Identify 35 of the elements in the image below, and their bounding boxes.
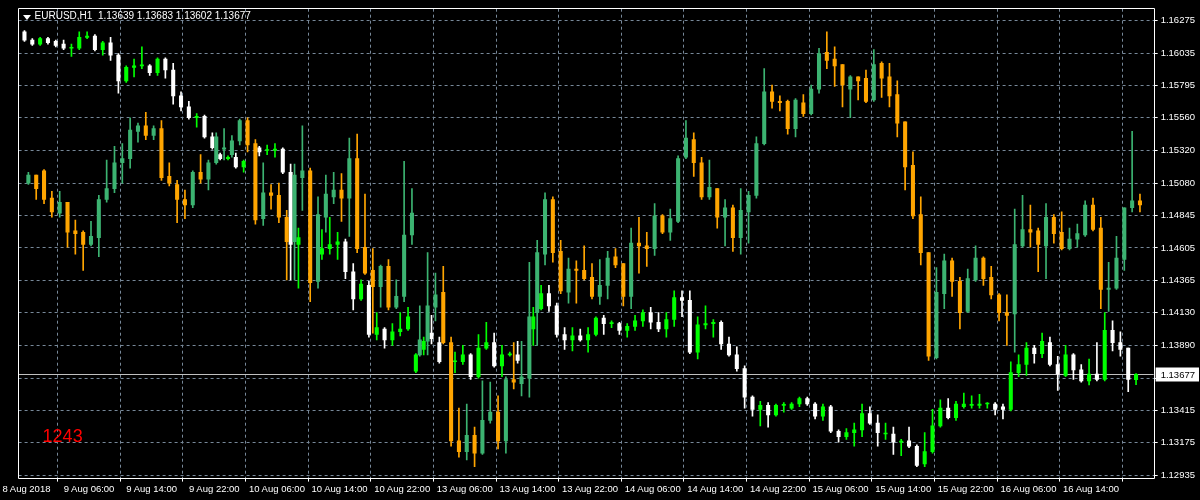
- y-tick-label: 1.13175: [1160, 436, 1195, 448]
- x-tick-label: 10 Aug 06:00: [248, 482, 305, 494]
- y-tick-label: 1.13890: [1160, 339, 1195, 351]
- y-tick-label: 1.14130: [1160, 306, 1195, 318]
- y-tick-label: 1.15795: [1160, 79, 1195, 91]
- y-tick-label: 1.15320: [1160, 144, 1195, 156]
- x-tick-label: 10 Aug 14:00: [311, 482, 368, 494]
- y-tick-label: 1.15080: [1160, 176, 1195, 188]
- x-tick-label: 8 Aug 2018: [2, 482, 51, 494]
- x-tick-label: 13 Aug 14:00: [499, 482, 556, 494]
- annotation: 1243: [42, 425, 83, 446]
- x-tick-label: 13 Aug 06:00: [436, 482, 493, 494]
- y-tick-label: 1.16275: [1160, 13, 1195, 25]
- x-tick-label: 14 Aug 06:00: [624, 482, 681, 494]
- y-tick-label: 1.16035: [1160, 46, 1195, 58]
- x-tick-label: 9 Aug 06:00: [63, 482, 115, 494]
- x-tick-label: 16 Aug 06:00: [1000, 482, 1057, 494]
- x-tick-label: 13 Aug 22:00: [562, 482, 619, 494]
- x-tick-label: 14 Aug 22:00: [749, 482, 806, 494]
- x-tick-label: 9 Aug 22:00: [188, 482, 240, 494]
- ref-line-label: 1.13677: [1160, 368, 1195, 380]
- x-tick-label: 9 Aug 14:00: [126, 482, 178, 494]
- y-tick-label: 1.12935: [1160, 469, 1195, 481]
- y-tick-label: 1.14605: [1160, 241, 1195, 253]
- x-tick-label: 16 Aug 14:00: [1063, 482, 1120, 494]
- y-tick-label: 1.15560: [1160, 111, 1195, 123]
- y-tick-label: 1.13415: [1160, 403, 1195, 415]
- x-tick-label: 10 Aug 22:00: [374, 482, 431, 494]
- x-tick-label: 15 Aug 14:00: [875, 482, 932, 494]
- y-tick-label: 1.14845: [1160, 208, 1195, 220]
- y-tick-label: 1.14365: [1160, 274, 1195, 286]
- chart-title: EURUSD,H1 1.13639 1.13683 1.13602 1.13677: [34, 10, 252, 22]
- x-tick-label: 15 Aug 22:00: [937, 482, 994, 494]
- x-tick-label: 15 Aug 06:00: [812, 482, 869, 494]
- x-tick-label: 14 Aug 14:00: [687, 482, 744, 494]
